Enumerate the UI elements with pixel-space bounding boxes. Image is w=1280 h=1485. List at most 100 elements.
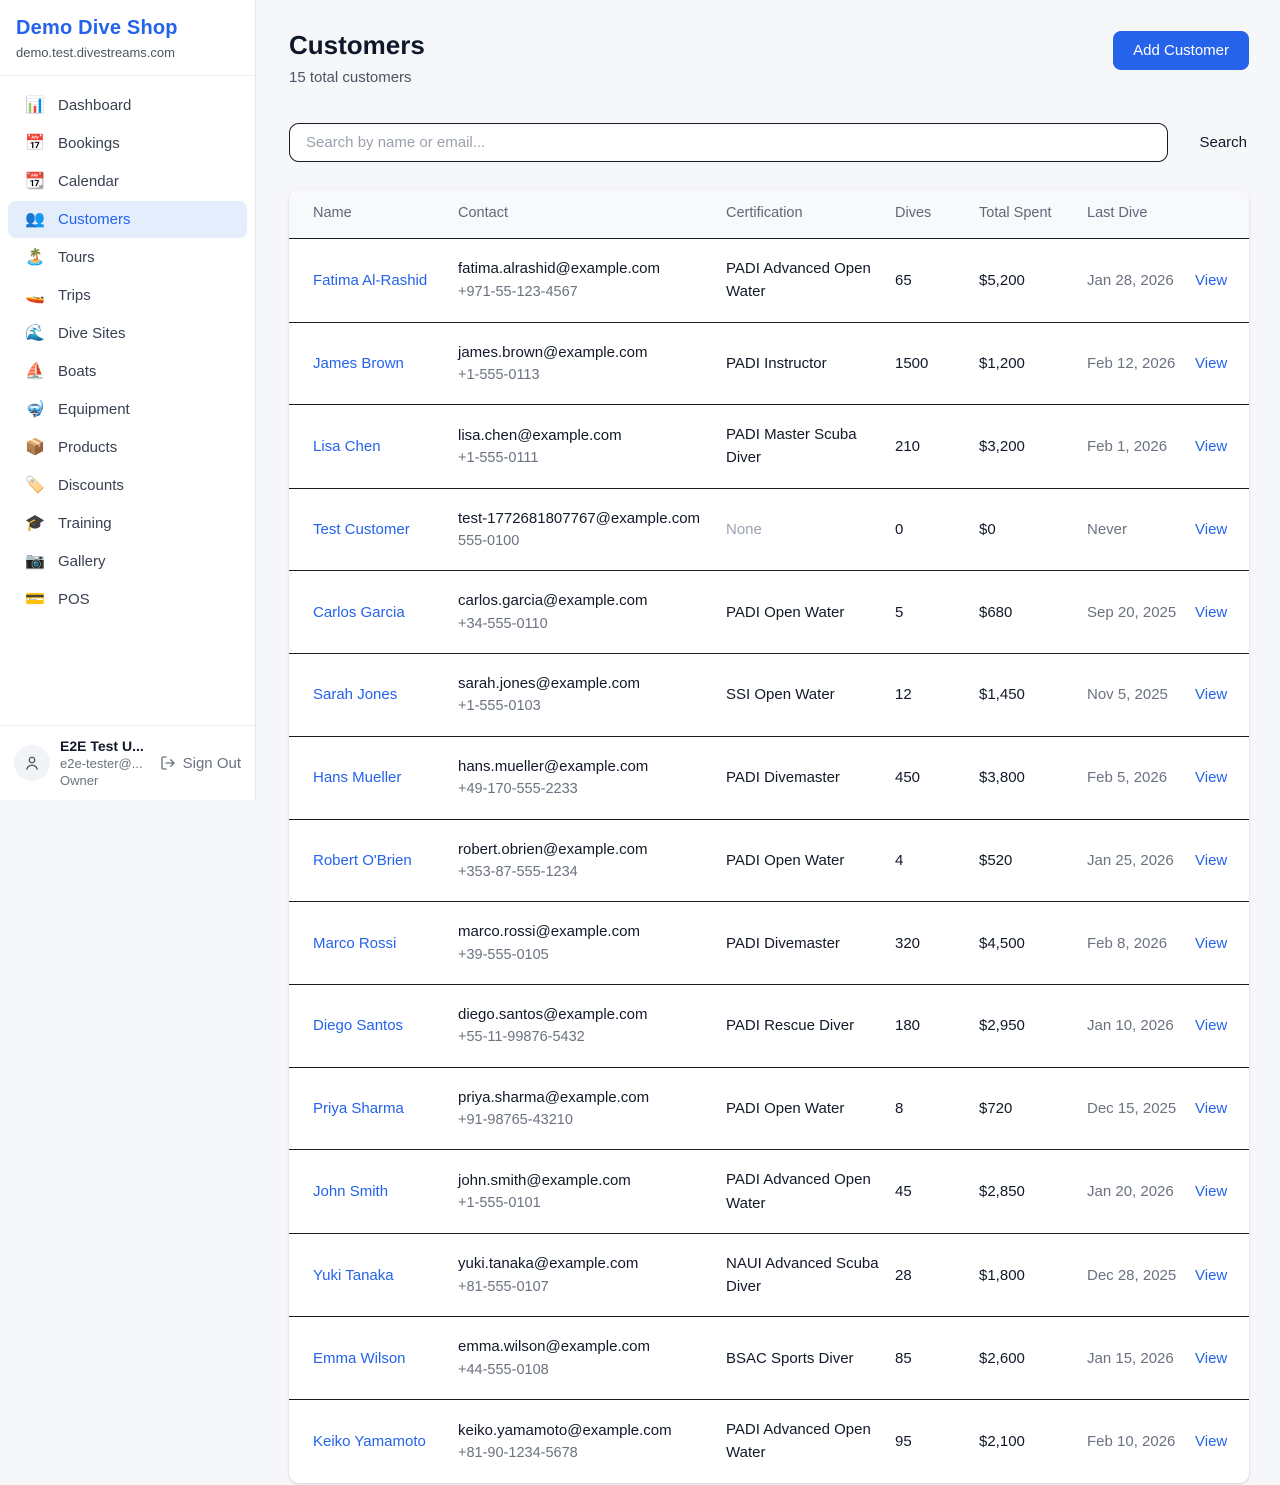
customer-name-link[interactable]: Test Customer [313, 520, 410, 538]
sidebar-item-trips[interactable]: 🚤 Trips [8, 277, 247, 314]
customer-email: priya.sharma@example.com [458, 1088, 650, 1106]
customer-name-link[interactable]: Fatima Al-Rashid [313, 271, 428, 289]
customer-phone: +34-555-0110 [458, 615, 548, 632]
sidebar-item-label: Products [58, 439, 118, 456]
customer-last-dive: Jan 20, 2026 [1087, 1149, 1195, 1234]
view-customer-link[interactable]: View [1195, 354, 1228, 372]
person-icon [26, 756, 38, 770]
view-customer-link[interactable]: View [1195, 934, 1228, 952]
sidebar-item-label: POS [58, 591, 90, 608]
customer-name-link[interactable]: Emma Wilson [313, 1349, 406, 1367]
customer-total-spent: $0 [979, 488, 1087, 572]
view-customer-link[interactable]: View [1195, 1266, 1228, 1284]
customer-last-dive: Feb 10, 2026 [1087, 1432, 1176, 1450]
view-customer-link[interactable]: View [1195, 520, 1228, 538]
customer-name-link[interactable]: Priya Sharma [313, 1100, 404, 1117]
table-row: Robert O'Brien robert.obrien@example.com… [289, 819, 1249, 903]
customer-total-spent: $3,800 [979, 736, 1087, 820]
customer-certification: NAUI Advanced Scuba Diver [726, 1233, 895, 1318]
customer-name-link[interactable]: Lisa Chen [313, 437, 381, 455]
boats-icon: ⛵ [25, 362, 45, 380]
sidebar-item-boats[interactable]: ⛵ Boats [8, 353, 247, 390]
view-customer-link[interactable]: View [1195, 686, 1228, 704]
column-header-total-spent: Total Spent [979, 189, 1087, 240]
column-header-certification: Certification [726, 189, 895, 240]
view-customer-link[interactable]: View [1195, 1017, 1228, 1035]
sidebar-item-gallery[interactable]: 📷 Gallery [8, 543, 247, 580]
customer-phone: +39-555-0105 [458, 946, 549, 963]
sidebar-item-training[interactable]: 🎓 Training [8, 505, 247, 542]
customer-name-link[interactable]: Diego Santos [313, 1017, 404, 1035]
customer-dives: 1500 [895, 322, 979, 406]
customer-name-link[interactable]: John Smith [313, 1183, 389, 1201]
sidebar-item-products[interactable]: 📦 Products [8, 429, 247, 466]
customer-certification: SSI Open Water [726, 653, 895, 737]
customer-name-link[interactable]: Marco Rossi [313, 934, 397, 952]
column-header-actions [1195, 189, 1249, 240]
customer-total-spent: $2,850 [979, 1149, 1087, 1234]
table-row: Marco Rossi marco.rossi@example.com +39-… [289, 901, 1249, 986]
view-customer-link[interactable]: View [1195, 437, 1228, 455]
customer-email: yuki.tanaka@example.com [458, 1255, 639, 1273]
customer-email: fatima.alrashid@example.com [458, 260, 660, 278]
customer-name-link[interactable]: Robert O'Brien [313, 851, 412, 869]
avatar [14, 745, 50, 781]
view-customer-link[interactable]: View [1195, 1432, 1228, 1450]
customer-last-dive: Feb 8, 2026 [1087, 901, 1195, 986]
view-customer-link[interactable]: View [1195, 271, 1228, 289]
view-customer-link[interactable]: View [1195, 769, 1228, 787]
customer-last-dive: Jan 25, 2026 [1087, 819, 1195, 903]
dashboard-icon: 📊 [25, 96, 45, 114]
page-title: Customers [289, 30, 425, 60]
sidebar-item-equipment[interactable]: 🤿 Equipment [8, 391, 247, 428]
customer-total-spent: $1,450 [979, 653, 1087, 737]
customer-phone: +353-87-555-1234 [458, 863, 578, 880]
sidebar-item-tours[interactable]: 🏝️ Tours [8, 239, 247, 276]
sidebar-item-calendar[interactable]: 📆 Calendar [8, 163, 247, 200]
sidebar-item-dive-sites[interactable]: 🌊 Dive Sites [8, 315, 247, 352]
customer-dives: 8 [895, 1067, 979, 1151]
search-input[interactable] [289, 123, 1169, 162]
customer-dives: 28 [895, 1233, 979, 1318]
sidebar-item-discounts[interactable]: 🏷️ Discounts [8, 467, 247, 504]
search-row: Search [289, 123, 1249, 162]
customer-certification: PADI Master Scuba Diver [726, 404, 895, 489]
customer-name-link[interactable]: Hans Mueller [313, 769, 402, 787]
customer-email: keiko.yamamoto@example.com [458, 1421, 672, 1439]
view-customer-link[interactable]: View [1195, 603, 1228, 621]
table-row: Hans Mueller hans.mueller@example.com +4… [289, 736, 1249, 820]
view-customer-link[interactable]: View [1195, 851, 1228, 869]
add-customer-button[interactable]: Add Customer [1113, 31, 1249, 70]
view-customer-link[interactable]: View [1195, 1349, 1228, 1367]
customer-certification: PADI Open Water [726, 819, 895, 903]
sidebar-item-bookings[interactable]: 📅 Bookings [8, 125, 247, 162]
customer-name-link[interactable]: Carlos Garcia [313, 603, 405, 621]
customer-name-link[interactable]: James Brown [313, 354, 404, 372]
customer-name-link[interactable]: Sarah Jones [313, 686, 398, 704]
pos-icon: 💳 [25, 590, 45, 608]
customer-dives: 180 [895, 984, 979, 1068]
customer-name-link[interactable]: Yuki Tanaka [313, 1266, 394, 1284]
customer-phone: +44-555-0108 [458, 1361, 549, 1378]
user-email: e2e-tester@... [60, 756, 143, 771]
sidebar-item-dashboard[interactable]: 📊 Dashboard [8, 87, 247, 124]
sign-out-button[interactable]: Sign Out [160, 755, 241, 772]
customer-last-dive: Dec 15, 2025 [1087, 1067, 1195, 1151]
customer-phone: +55-11-99876-5432 [458, 1029, 585, 1046]
customer-dives: 65 [895, 238, 979, 323]
customer-certification: PADI Divemaster [726, 901, 895, 986]
search-button[interactable]: Search [1197, 126, 1249, 159]
column-header-last-dive: Last Dive [1087, 189, 1195, 240]
dive-sites-icon: 🌊 [25, 324, 45, 342]
view-customer-link[interactable]: View [1195, 1183, 1228, 1201]
customer-certification: PADI Open Water [726, 570, 895, 655]
customer-last-dive: Nov 5, 2025 [1087, 653, 1195, 737]
sidebar-nav: 📊 Dashboard 📅 Bookings 📆 Calendar 👥 Cust… [0, 76, 255, 725]
customer-last-dive: Never [1087, 488, 1195, 572]
view-customer-link[interactable]: View [1195, 1100, 1228, 1117]
customer-last-dive: Dec 28, 2025 [1087, 1233, 1195, 1318]
customer-certification: PADI Advanced Open Water [726, 1421, 871, 1462]
customer-name-link[interactable]: Keiko Yamamoto [313, 1432, 426, 1450]
sidebar-item-customers[interactable]: 👥 Customers [8, 201, 247, 238]
sidebar-item-pos[interactable]: 💳 POS [8, 581, 247, 618]
